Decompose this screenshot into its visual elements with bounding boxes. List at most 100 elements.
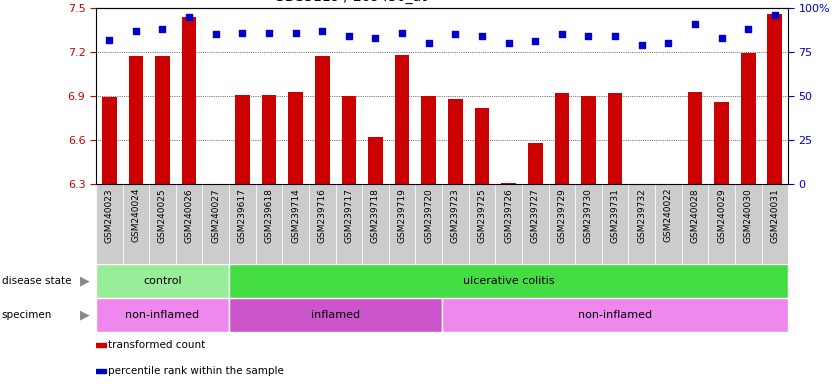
Bar xyxy=(96,298,229,332)
Text: GSM240026: GSM240026 xyxy=(184,188,193,243)
Point xyxy=(236,30,249,36)
Text: GSM239723: GSM239723 xyxy=(451,188,460,243)
Bar xyxy=(229,298,442,332)
Point xyxy=(609,33,622,39)
Bar xyxy=(495,184,522,264)
Bar xyxy=(394,55,409,184)
Bar xyxy=(581,96,595,184)
Bar xyxy=(149,184,176,264)
Point xyxy=(529,38,542,45)
Bar xyxy=(714,102,729,184)
Bar xyxy=(575,184,602,264)
Bar xyxy=(102,98,117,184)
Bar xyxy=(96,343,106,346)
Point xyxy=(129,28,143,34)
Point xyxy=(449,31,462,38)
Text: GSM239718: GSM239718 xyxy=(371,188,380,243)
Bar xyxy=(501,182,516,184)
Text: GSM239714: GSM239714 xyxy=(291,188,300,243)
Bar xyxy=(335,184,362,264)
Bar xyxy=(448,99,463,184)
Point xyxy=(369,35,382,41)
Bar xyxy=(602,184,628,264)
Point xyxy=(661,40,675,46)
Point xyxy=(156,26,169,32)
Bar xyxy=(469,184,495,264)
Text: GSM239727: GSM239727 xyxy=(530,188,540,243)
Text: GSM239717: GSM239717 xyxy=(344,188,354,243)
Point xyxy=(103,36,116,43)
Text: ▶: ▶ xyxy=(79,308,89,321)
Bar xyxy=(528,143,543,184)
Bar xyxy=(555,93,569,184)
Point xyxy=(183,14,196,20)
Text: GSM240028: GSM240028 xyxy=(691,188,700,243)
Bar xyxy=(767,14,782,184)
Point xyxy=(315,28,329,34)
Bar xyxy=(708,184,735,264)
Text: GSM240024: GSM240024 xyxy=(131,188,140,243)
Text: GSM240027: GSM240027 xyxy=(211,188,220,243)
Bar xyxy=(475,108,490,184)
Point xyxy=(741,26,755,32)
Bar xyxy=(549,184,575,264)
Text: ▶: ▶ xyxy=(79,275,89,288)
Text: GSM240031: GSM240031 xyxy=(771,188,779,243)
Point xyxy=(262,30,275,36)
Text: GSM240030: GSM240030 xyxy=(744,188,753,243)
Bar xyxy=(687,92,702,184)
Bar xyxy=(655,184,681,264)
Text: GSM239732: GSM239732 xyxy=(637,188,646,243)
Text: GDS3119 / 209430_at: GDS3119 / 209430_at xyxy=(274,0,427,4)
Bar xyxy=(289,92,303,184)
Text: GSM239720: GSM239720 xyxy=(425,188,433,243)
Point xyxy=(209,31,223,38)
Text: GSM240029: GSM240029 xyxy=(717,188,726,243)
Text: GSM239730: GSM239730 xyxy=(584,188,593,243)
Text: non-inflamed: non-inflamed xyxy=(125,310,199,320)
Point xyxy=(768,12,781,18)
Bar xyxy=(229,264,788,298)
Bar xyxy=(362,184,389,264)
Text: GSM239617: GSM239617 xyxy=(238,188,247,243)
Bar xyxy=(735,184,761,264)
Bar xyxy=(628,184,655,264)
Point xyxy=(422,40,435,46)
Point xyxy=(342,33,355,39)
Text: GSM240022: GSM240022 xyxy=(664,188,673,243)
Text: GSM240023: GSM240023 xyxy=(105,188,113,243)
Text: GSM239719: GSM239719 xyxy=(398,188,407,243)
Text: GSM239716: GSM239716 xyxy=(318,188,327,243)
Point xyxy=(395,30,409,36)
Text: GSM239618: GSM239618 xyxy=(264,188,274,243)
Bar xyxy=(315,56,329,184)
Bar xyxy=(309,184,335,264)
Bar xyxy=(741,53,756,184)
Bar xyxy=(235,94,249,184)
Text: control: control xyxy=(143,276,182,286)
Text: non-inflamed: non-inflamed xyxy=(578,310,652,320)
Text: specimen: specimen xyxy=(2,310,52,320)
Text: disease state: disease state xyxy=(2,276,71,286)
Text: percentile rank within the sample: percentile rank within the sample xyxy=(108,366,284,376)
Bar xyxy=(389,184,415,264)
Text: ulcerative colitis: ulcerative colitis xyxy=(463,276,555,286)
Bar xyxy=(176,184,203,264)
Point xyxy=(715,35,728,41)
Text: GSM240025: GSM240025 xyxy=(158,188,167,243)
Point xyxy=(635,42,648,48)
Bar xyxy=(96,264,229,298)
Point xyxy=(289,30,302,36)
Bar xyxy=(182,17,197,184)
Bar xyxy=(96,369,106,372)
Bar xyxy=(256,184,282,264)
Text: GSM239725: GSM239725 xyxy=(477,188,486,243)
Bar xyxy=(415,184,442,264)
Text: GSM239726: GSM239726 xyxy=(504,188,513,243)
Bar xyxy=(442,298,788,332)
Bar xyxy=(123,184,149,264)
Point xyxy=(555,31,569,38)
Bar xyxy=(128,56,143,184)
Point xyxy=(475,33,489,39)
Bar xyxy=(282,184,309,264)
